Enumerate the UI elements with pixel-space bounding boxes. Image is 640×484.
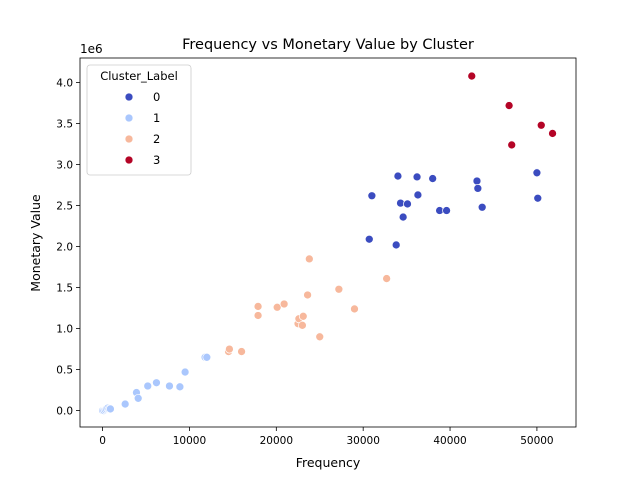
data-points [98, 71, 557, 415]
data-point-cluster-2 [382, 274, 391, 283]
data-point-cluster-2 [334, 284, 344, 294]
data-point-cluster-2 [279, 299, 289, 309]
legend-label-1: 1 [153, 111, 160, 125]
data-point-cluster-2 [225, 344, 234, 354]
data-point-cluster-1 [180, 367, 190, 377]
data-point-cluster-0 [532, 168, 542, 178]
data-point-cluster-2 [315, 332, 325, 342]
data-point-cluster-2 [237, 347, 246, 356]
data-point-cluster-3 [548, 129, 557, 138]
x-tick-label: 0 [99, 435, 106, 447]
y-tick-label: 3.5 [56, 119, 73, 131]
data-point-cluster-0 [473, 184, 483, 193]
legend-label-3: 3 [153, 153, 160, 167]
data-point-cluster-2 [298, 311, 308, 321]
data-point-cluster-3 [467, 71, 477, 81]
data-point-cluster-0 [477, 202, 487, 212]
data-point-cluster-1 [106, 404, 115, 414]
y-tick-label: 3.0 [56, 160, 73, 172]
data-point-cluster-2 [303, 290, 312, 300]
x-axis-label: Frequency [296, 455, 361, 470]
legend: Cluster_Label 0 1 2 3 [86, 64, 192, 176]
x-tick-label: 10000 [173, 435, 206, 447]
data-point-cluster-0 [533, 193, 543, 203]
data-point-cluster-0 [403, 199, 412, 209]
data-point-cluster-0 [472, 176, 482, 186]
y-tick-label: 4.0 [56, 78, 73, 90]
data-point-cluster-1 [133, 393, 143, 403]
legend-label-2: 2 [153, 132, 160, 146]
data-point-cluster-0 [367, 191, 377, 201]
legend-title: Cluster_Label [100, 69, 178, 83]
data-point-cluster-0 [364, 234, 374, 244]
y-tick-label: 0.0 [56, 406, 73, 418]
data-point-cluster-2 [272, 302, 282, 312]
data-point-cluster-0 [428, 174, 438, 183]
data-point-cluster-0 [442, 206, 451, 215]
data-point-cluster-2 [298, 320, 307, 330]
data-point-cluster-2 [350, 304, 359, 314]
data-point-cluster-1 [143, 381, 153, 391]
y-offset-label: 1e6 [80, 42, 103, 56]
data-point-cluster-1 [165, 381, 174, 391]
data-point-cluster-1 [175, 382, 185, 392]
data-point-cluster-0 [413, 190, 423, 200]
y-axis-label: Monetary Value [28, 194, 43, 292]
x-tick-label: 50000 [520, 435, 553, 447]
legend-marker-1 [124, 113, 134, 123]
data-point-cluster-1 [152, 378, 161, 388]
y-tick-label: 0.5 [56, 365, 73, 377]
x-tick-label: 30000 [346, 435, 379, 447]
data-point-cluster-3 [504, 101, 514, 110]
legend-label-0: 0 [153, 90, 160, 104]
legend-marker-3 [124, 155, 134, 165]
data-point-cluster-3 [536, 120, 546, 130]
x-tick-label: 20000 [260, 435, 293, 447]
data-point-cluster-3 [507, 140, 517, 150]
data-point-cluster-2 [304, 254, 314, 264]
x-tick-label: 40000 [433, 435, 466, 447]
y-tick-label: 1.0 [56, 324, 73, 336]
data-point-cluster-2 [253, 311, 263, 320]
legend-marker-0 [124, 92, 134, 102]
data-point-cluster-0 [393, 171, 403, 181]
plot-frame [79, 57, 577, 428]
data-point-cluster-0 [391, 240, 401, 250]
axes: 0 10000 20000 30000 40000 50000 0.0 0.5 1.0 1.5 2.… [56, 57, 577, 447]
data-point-cluster-1 [202, 352, 212, 362]
data-point-cluster-0 [412, 172, 422, 182]
data-point-cluster-0 [398, 212, 408, 222]
chart-title: Frequency vs Monetary Value by Cluster [182, 37, 474, 53]
y-tick-label: 1.5 [56, 283, 73, 295]
y-tick-label: 2.0 [56, 242, 73, 254]
data-point-cluster-2 [253, 302, 263, 311]
data-point-cluster-1 [120, 399, 130, 409]
legend-marker-2 [124, 134, 134, 144]
y-tick-label: 2.5 [56, 201, 73, 213]
legend-box [86, 64, 192, 176]
